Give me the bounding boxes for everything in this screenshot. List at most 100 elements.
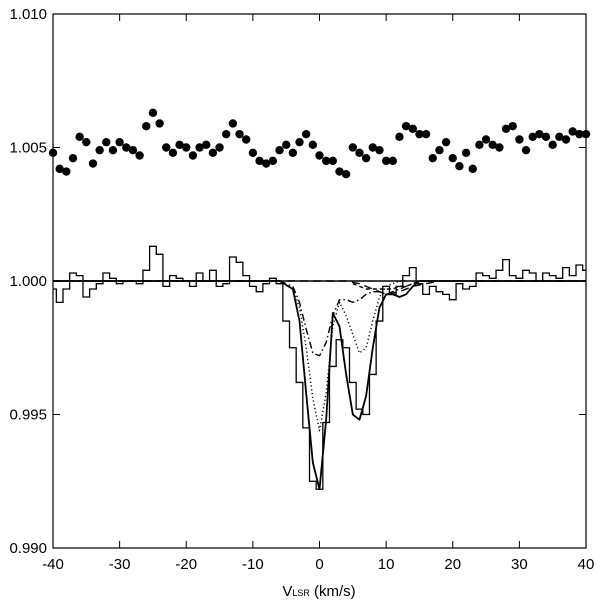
- y-tick-label: 1.005: [9, 140, 47, 157]
- data-point: [341, 170, 351, 179]
- data-point: [235, 129, 244, 139]
- x-tick-label: 30: [511, 556, 528, 573]
- series-dashdot-line: [279, 280, 433, 357]
- data-point: [262, 159, 271, 168]
- series-dotted-line: [279, 280, 407, 432]
- data-point: [475, 140, 484, 150]
- data-point: [182, 143, 191, 152]
- data-point: [255, 156, 264, 166]
- data-point: [428, 153, 437, 163]
- data-point: [555, 132, 564, 142]
- data-point: [148, 108, 158, 117]
- data-point: [461, 148, 471, 158]
- data-point: [561, 135, 571, 144]
- x-axis-label-subscript: LSR: [292, 588, 310, 598]
- data-point: [288, 148, 298, 158]
- data-point: [335, 167, 344, 176]
- data-point: [401, 121, 411, 131]
- y-tick-label: 1.000: [9, 273, 47, 290]
- data-point: [568, 127, 577, 136]
- data-point: [215, 143, 224, 152]
- data-point: [115, 137, 124, 147]
- data-point: [108, 145, 118, 155]
- series-shortdash-line: [352, 280, 427, 290]
- y-tick-label: 0.990: [9, 540, 47, 557]
- data-point: [102, 137, 111, 147]
- x-axis-label: VLSR (km/s): [282, 583, 355, 600]
- data-point: [328, 156, 338, 166]
- x-tick-label: -20: [175, 556, 197, 573]
- data-point: [468, 164, 477, 174]
- data-point: [195, 143, 204, 152]
- series-solid-line: [53, 280, 586, 491]
- data-point: [455, 161, 464, 171]
- data-point: [68, 153, 78, 163]
- y-tick-label: 0.995: [9, 407, 47, 424]
- data-point: [48, 148, 58, 158]
- x-tick-label: -30: [109, 556, 131, 573]
- data-point: [122, 143, 131, 152]
- data-point: [368, 143, 377, 152]
- data-point: [381, 156, 391, 166]
- data-point: [521, 145, 531, 155]
- data-point: [75, 132, 84, 142]
- data-point: [375, 145, 384, 155]
- data-point: [168, 148, 178, 158]
- x-tick-label: 40: [578, 556, 595, 573]
- data-point: [162, 143, 171, 152]
- data-point: [242, 135, 251, 144]
- data-point: [535, 129, 544, 139]
- data-point: [155, 119, 164, 128]
- data-point: [268, 156, 278, 166]
- data-point: [395, 132, 404, 142]
- data-point: [575, 129, 584, 139]
- data-point: [202, 140, 211, 150]
- data-point: [548, 140, 557, 150]
- data-point: [88, 159, 98, 168]
- data-point: [448, 153, 457, 163]
- axis-layer: -40 -30 -20 -10 0 10 20 30 40 0.990 0.995 1.000 1.00…: [9, 6, 594, 573]
- data-point: [95, 145, 104, 155]
- data-point: [515, 135, 524, 144]
- data-point: [408, 124, 417, 134]
- series-layer: [48, 108, 591, 491]
- x-tick-label: 10: [378, 556, 395, 573]
- data-point: [541, 132, 551, 142]
- data-point: [275, 145, 284, 155]
- data-point: [315, 151, 324, 160]
- data-point: [528, 132, 537, 142]
- data-point: [135, 151, 144, 160]
- series-dashed-line: [53, 280, 586, 296]
- data-point: [301, 129, 311, 139]
- data-point: [128, 145, 138, 155]
- data-point: [295, 137, 304, 147]
- data-point: [495, 143, 504, 152]
- data-point: [188, 151, 198, 160]
- x-tick-label: 20: [444, 556, 461, 573]
- data-point: [248, 148, 258, 158]
- data-point: [501, 124, 511, 134]
- data-point: [435, 145, 444, 155]
- data-point: [421, 129, 431, 139]
- data-point: [348, 143, 358, 152]
- data-point: [488, 140, 497, 150]
- y-tick-label: 1.010: [9, 6, 47, 23]
- x-tick-label: -10: [242, 556, 264, 573]
- data-point: [62, 167, 71, 176]
- x-tick-label: -40: [42, 556, 64, 573]
- data-point: [361, 153, 371, 163]
- data-point: [355, 148, 364, 158]
- data-point: [228, 119, 238, 128]
- data-point: [508, 121, 517, 131]
- series-histogram: [53, 245, 586, 490]
- data-point: [415, 129, 424, 139]
- x-tick-label: 0: [315, 556, 323, 573]
- data-point: [175, 140, 184, 150]
- data-point: [441, 137, 451, 147]
- data-point: [321, 156, 331, 166]
- data-point: [82, 137, 91, 147]
- data-point: [388, 156, 397, 166]
- data-point: [481, 135, 491, 144]
- data-point: [208, 148, 218, 158]
- data-point: [222, 129, 231, 139]
